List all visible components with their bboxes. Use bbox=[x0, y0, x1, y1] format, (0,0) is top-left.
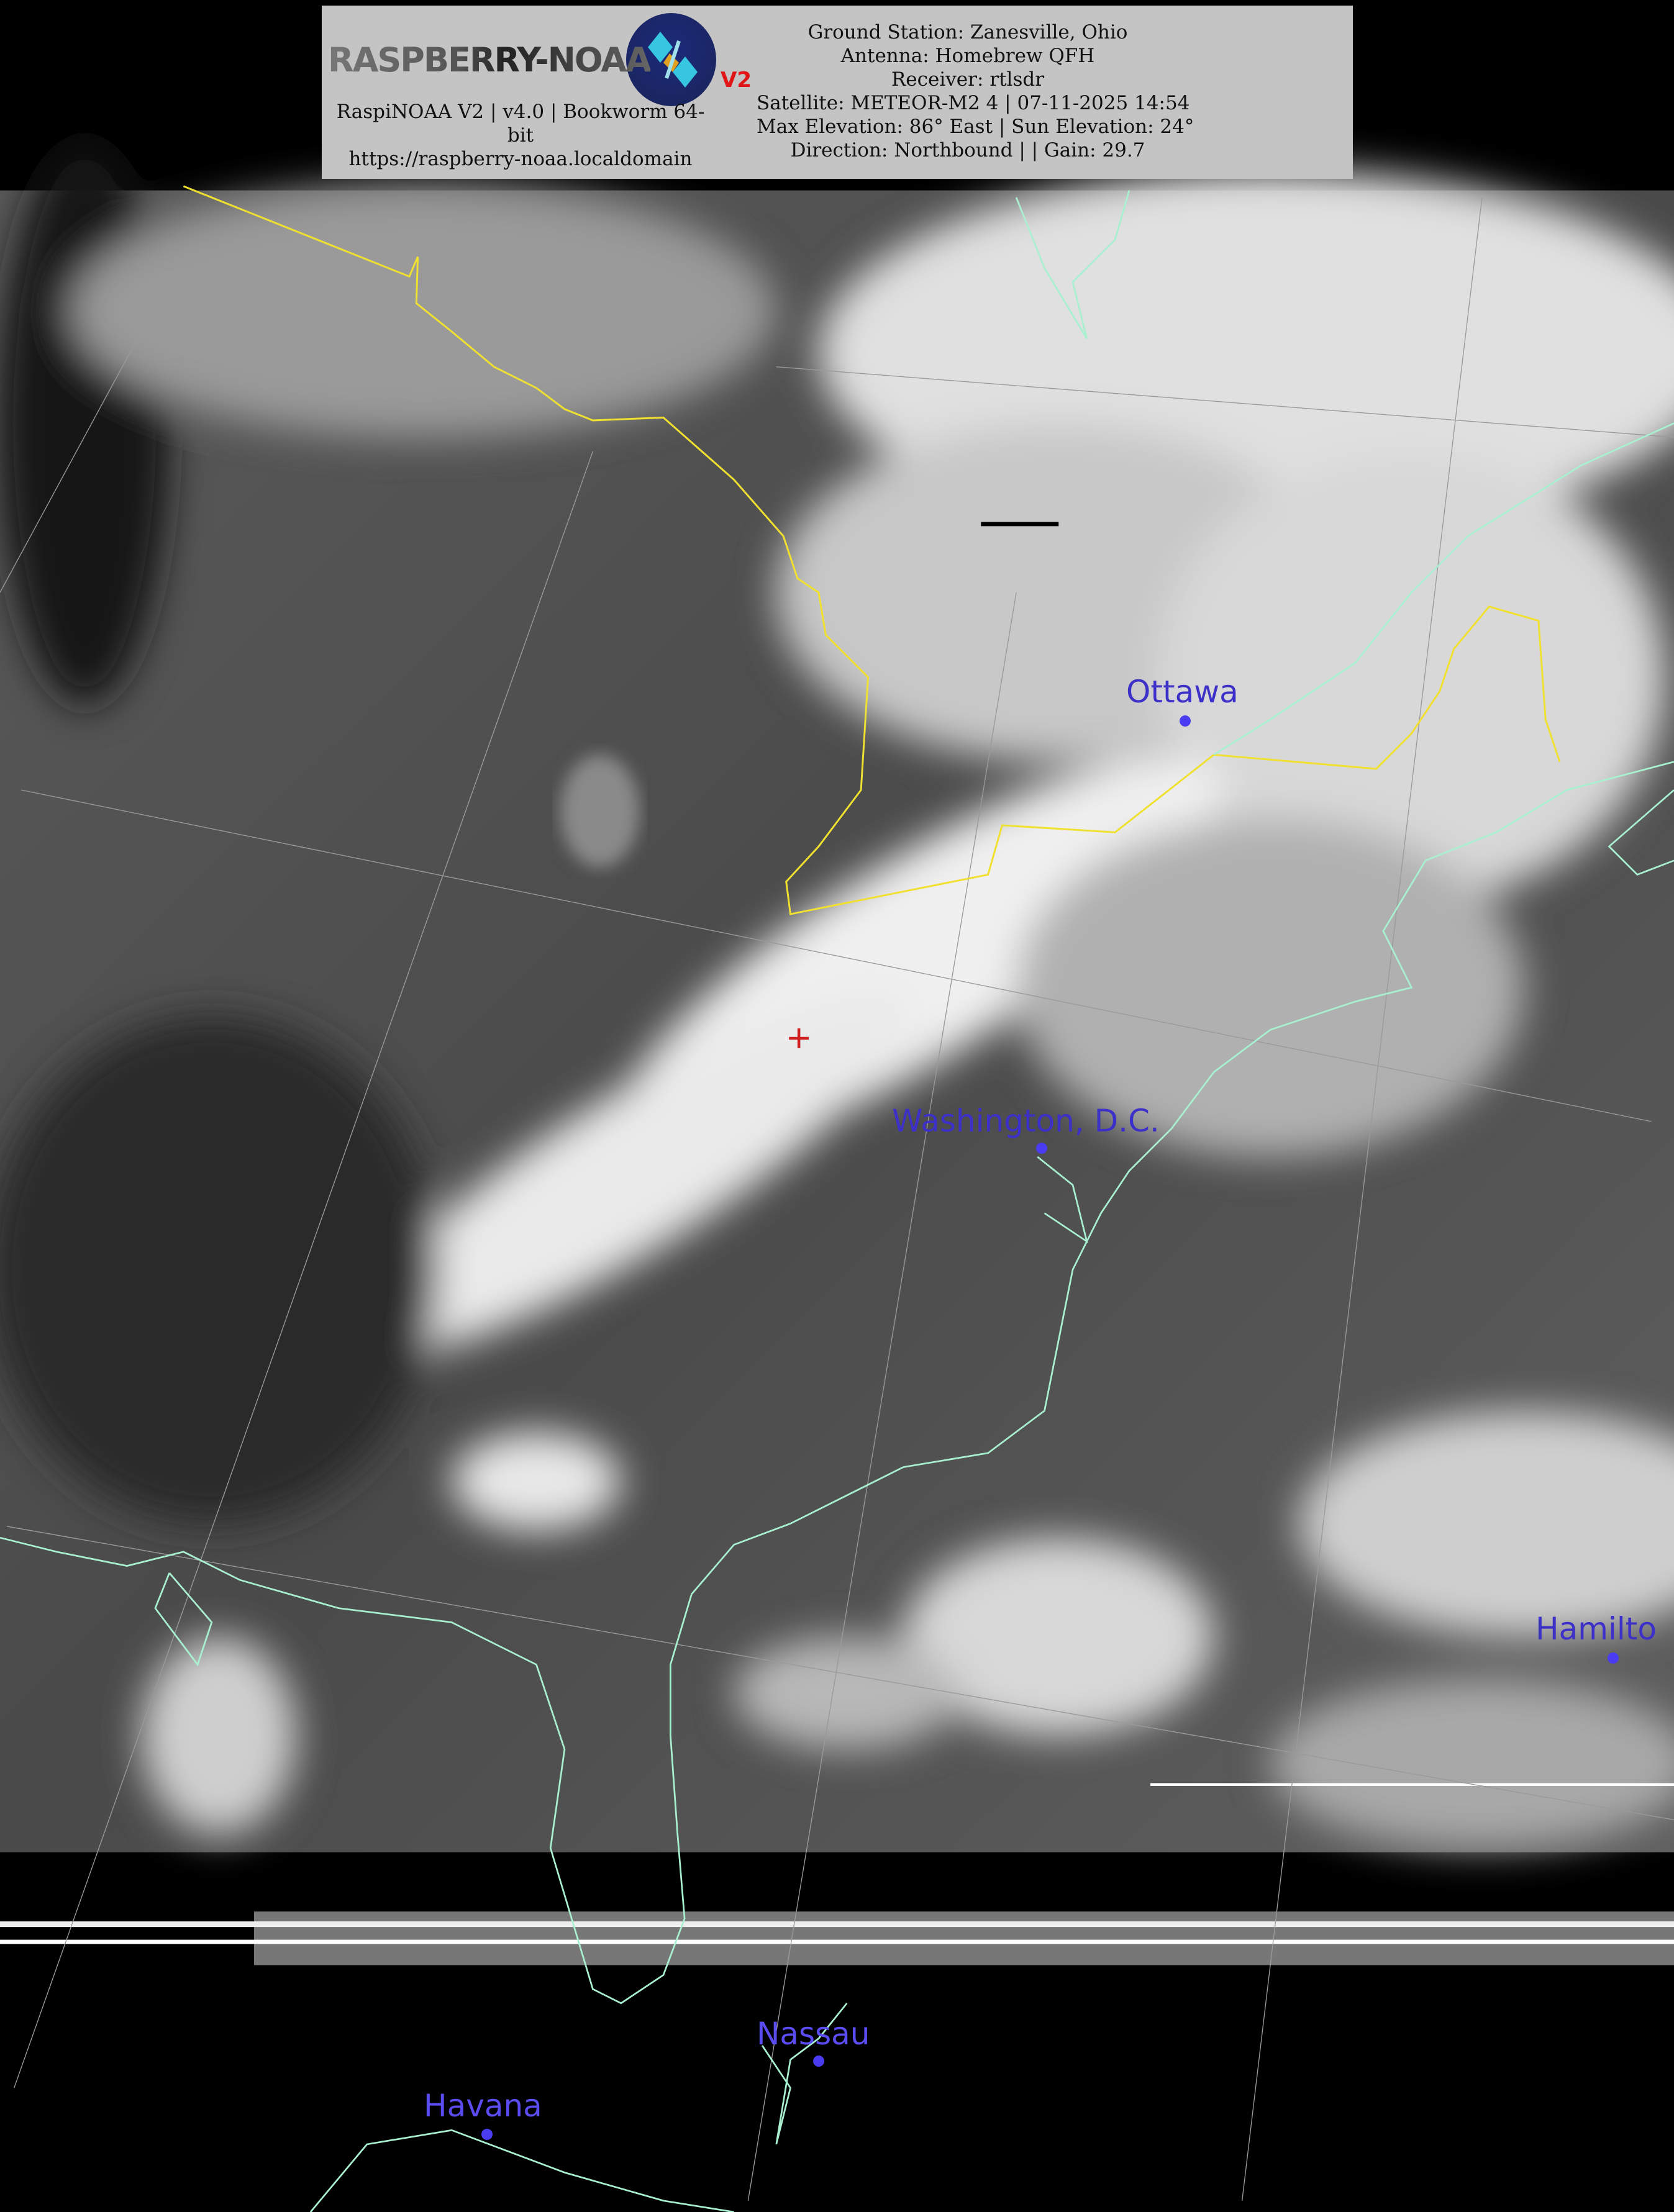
pass-details: Ground Station: Zanesville, Ohio Antenna… bbox=[757, 20, 1194, 162]
ground-station-marker-icon bbox=[789, 1028, 809, 1048]
version-line-cont: bit bbox=[507, 124, 534, 147]
city-label-hamilton: Hamilto bbox=[1535, 1611, 1657, 1647]
city-dot-ottawa bbox=[1180, 715, 1191, 727]
noise-strip bbox=[254, 1911, 1674, 1965]
city-label-havana: Havana bbox=[424, 2088, 542, 2124]
ground-station: Ground Station: Zanesville, Ohio bbox=[807, 21, 1128, 43]
city-dot-nassau bbox=[813, 2056, 824, 2067]
cloud-layer bbox=[0, 141, 1674, 1848]
logo-text: RASPBERRY-NOAA bbox=[328, 40, 652, 79]
city-label-nassau: Nassau bbox=[757, 2016, 870, 2052]
receiver: Receiver: rtlsdr bbox=[891, 68, 1045, 91]
us-canada-border bbox=[183, 185, 1561, 915]
logo-badge: V2 bbox=[721, 68, 752, 93]
graticule bbox=[0, 197, 1674, 2201]
pass-info-header: RASPBERRY-NOAA V2 RaspiNOAA V2 | v4.0 | … bbox=[322, 6, 1353, 179]
antenna: Antenna: Homebrew QFH bbox=[840, 45, 1095, 67]
city-dot-hamilton bbox=[1608, 1652, 1619, 1664]
version-line: RaspiNOAA V2 | v4.0 | Bookworm 64- bbox=[336, 101, 705, 123]
elevation: Max Elevation: 86° East | Sun Elevation:… bbox=[757, 116, 1194, 138]
satellite-logo-icon bbox=[626, 13, 716, 106]
satellite: Satellite: METEOR-M2 4 | 07-11-2025 14:5… bbox=[757, 92, 1190, 114]
satellite-icon bbox=[648, 32, 698, 88]
city-dot-havana bbox=[481, 2129, 493, 2140]
city-label-washington: Washington, D.C. bbox=[892, 1103, 1160, 1139]
direction-gain: Direction: Northbound | | Gain: 29.7 bbox=[790, 139, 1145, 161]
city-label-ottawa: Ottawa bbox=[1126, 674, 1239, 710]
host-url: https://raspberry-noaa.localdomain bbox=[348, 148, 693, 170]
city-dot-washington bbox=[1036, 1143, 1047, 1154]
coastlines bbox=[0, 190, 1674, 2212]
lake-michigan bbox=[560, 755, 640, 868]
